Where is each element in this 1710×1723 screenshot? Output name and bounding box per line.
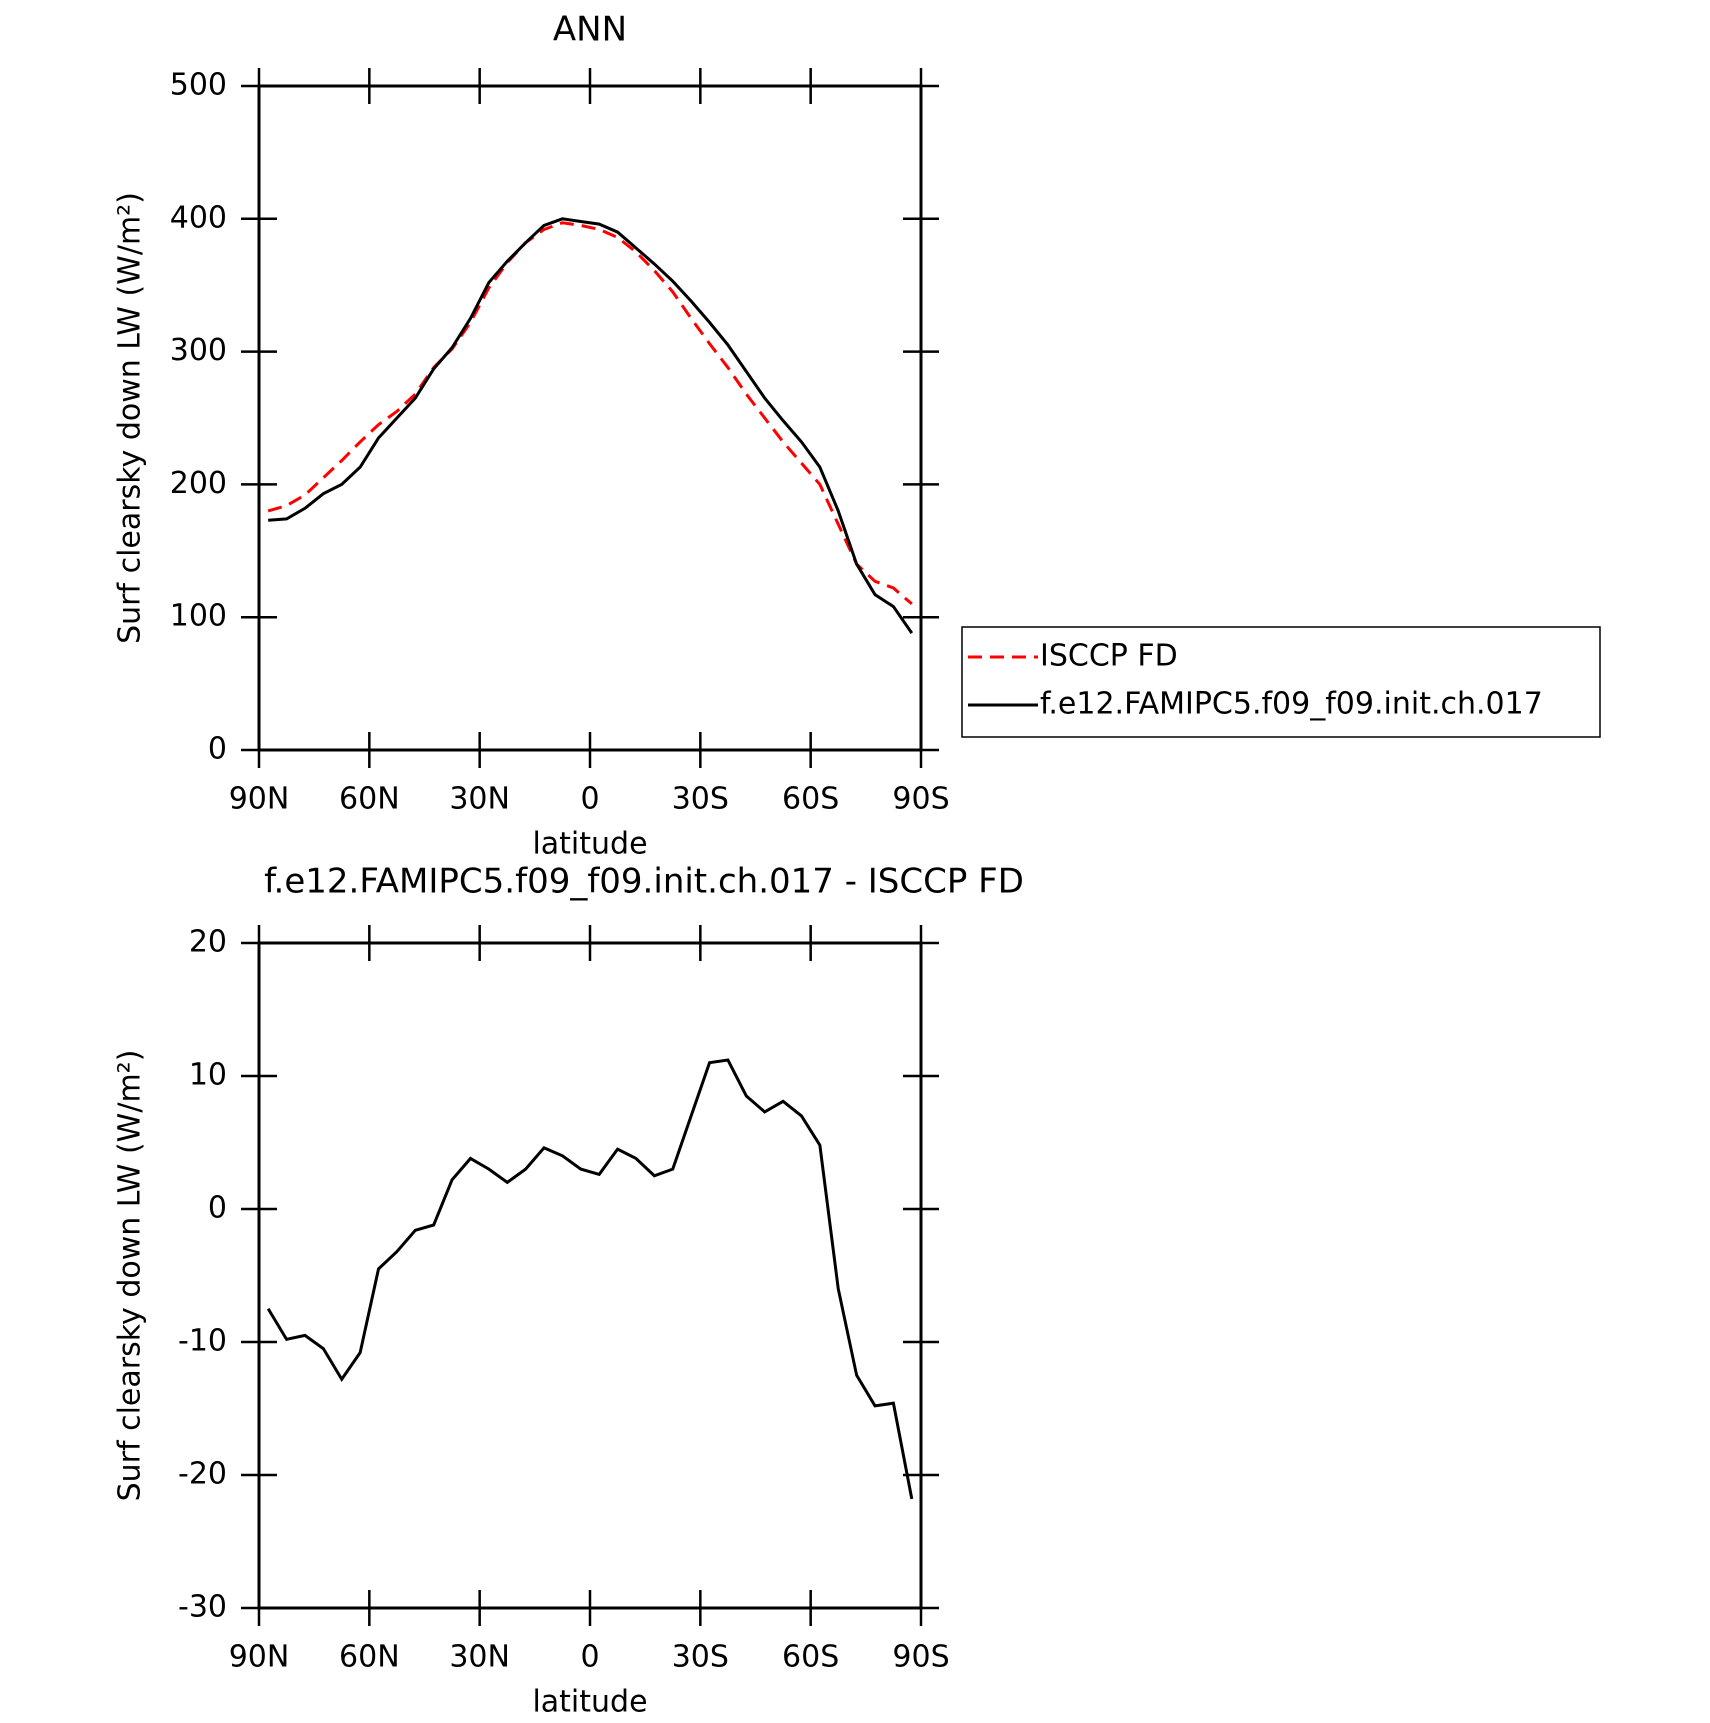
y-axis-label: Surf clearsky down LW (W/m²) bbox=[113, 192, 148, 644]
y-axis-label: Surf clearsky down LW (W/m²) bbox=[113, 1050, 148, 1502]
y-tick-label: -10 bbox=[178, 1324, 227, 1359]
legend-label: f.e12.FAMIPC5.f09_f09.init.ch.017 bbox=[1040, 687, 1543, 722]
x-tick-label: 30N bbox=[449, 1640, 510, 1675]
y-tick-label: 200 bbox=[170, 466, 227, 501]
y-tick-label: 400 bbox=[170, 200, 227, 235]
x-tick-label: 90N bbox=[229, 782, 290, 817]
x-axis-label: latitude bbox=[532, 1685, 647, 1720]
x-tick-label: 60S bbox=[782, 1640, 839, 1675]
x-tick-label: 90S bbox=[892, 1640, 949, 1675]
legend-label: ISCCP FD bbox=[1040, 639, 1178, 674]
y-tick-label: -30 bbox=[178, 1590, 227, 1625]
x-tick-label: 60N bbox=[339, 1640, 400, 1675]
y-tick-label: -20 bbox=[178, 1457, 227, 1492]
chart-title: ANN bbox=[553, 10, 627, 50]
y-tick-label: 500 bbox=[170, 68, 227, 103]
x-tick-label: 30S bbox=[672, 1640, 729, 1675]
x-tick-label: 60S bbox=[782, 782, 839, 817]
plot-frame bbox=[257, 84, 923, 752]
y-tick-label: 20 bbox=[189, 925, 227, 960]
x-tick-label: 0 bbox=[580, 1640, 599, 1675]
y-tick-label: 0 bbox=[208, 1191, 227, 1226]
x-tick-label: 30S bbox=[672, 782, 729, 817]
plot-frame bbox=[257, 941, 923, 1610]
x-axis-label: latitude bbox=[532, 827, 647, 862]
x-tick-label: 90S bbox=[892, 782, 949, 817]
y-tick-label: 0 bbox=[208, 732, 227, 767]
x-tick-label: 60N bbox=[339, 782, 400, 817]
series-line bbox=[266, 1058, 914, 1500]
x-tick-label: 90N bbox=[229, 1640, 290, 1675]
series-line bbox=[267, 221, 913, 606]
x-tick-label: 0 bbox=[580, 782, 599, 817]
y-tick-label: 100 bbox=[170, 599, 227, 634]
y-tick-label: 300 bbox=[170, 333, 227, 368]
legend-box bbox=[961, 626, 1601, 738]
y-tick-label: 10 bbox=[189, 1058, 227, 1093]
series-line bbox=[268, 217, 914, 634]
x-tick-label: 30N bbox=[449, 782, 510, 817]
chart-title: f.e12.FAMIPC5.f09_f09.init.ch.017 - ISCC… bbox=[264, 862, 1024, 902]
